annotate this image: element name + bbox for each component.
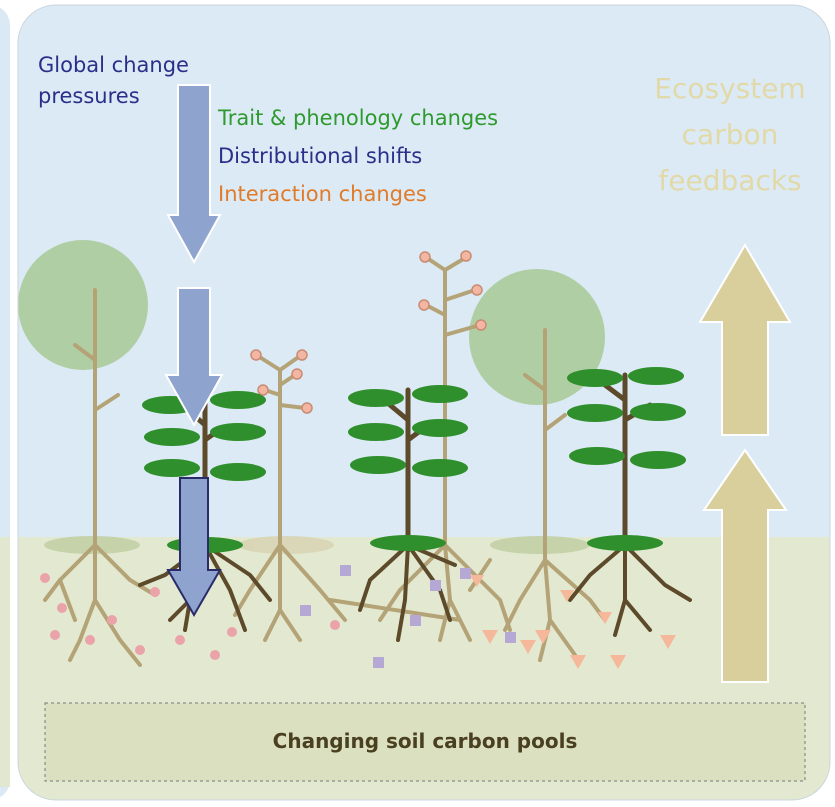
- particle: [50, 630, 60, 640]
- particle: [460, 568, 471, 579]
- leaf: [412, 419, 468, 437]
- page: Changing soil carbon pools Global change…: [0, 0, 835, 807]
- particle: [210, 650, 220, 660]
- leaf: [210, 391, 266, 409]
- traits-label: Trait & phenology changes: [217, 106, 498, 130]
- soil-pool-label: Changing soil carbon pools: [273, 729, 578, 753]
- leaf: [567, 404, 623, 422]
- flower: [420, 252, 430, 262]
- leaf: [412, 459, 468, 477]
- particle: [300, 605, 311, 616]
- flower: [258, 385, 268, 395]
- particle: [40, 573, 50, 583]
- leaf: [350, 456, 406, 474]
- flower: [251, 350, 261, 360]
- leaf: [348, 389, 404, 407]
- ground-patches: [44, 536, 590, 554]
- particle: [330, 620, 340, 630]
- particle: [430, 580, 441, 591]
- patch: [44, 536, 140, 554]
- interactions-label: Interaction changes: [218, 182, 427, 206]
- particle: [410, 615, 421, 626]
- particle: [340, 565, 351, 576]
- feedback-label: feedbacks: [658, 164, 801, 197]
- leaf: [210, 423, 266, 441]
- particle: [373, 657, 384, 668]
- flower: [472, 285, 482, 295]
- leaf: [144, 428, 200, 446]
- flower: [297, 350, 307, 360]
- panel: Changing soil carbon pools Global change…: [18, 5, 830, 800]
- leaf: [412, 385, 468, 403]
- particle: [135, 645, 145, 655]
- flower: [461, 251, 471, 261]
- leaf: [630, 451, 686, 469]
- patch: [490, 536, 590, 554]
- leaf: [630, 403, 686, 421]
- leaf: [370, 535, 446, 551]
- particle: [150, 587, 160, 597]
- particle: [175, 635, 185, 645]
- pressure-label: Global change: [38, 53, 189, 77]
- particle: [85, 635, 95, 645]
- particle: [505, 632, 516, 643]
- leaf: [348, 423, 404, 441]
- feedback-label: Ecosystem: [654, 72, 805, 105]
- particle: [227, 627, 237, 637]
- flower: [302, 403, 312, 413]
- flower: [292, 369, 302, 379]
- leaf: [587, 535, 663, 551]
- shifts-label: Distributional shifts: [218, 144, 422, 168]
- pressure-label: pressures: [38, 84, 140, 108]
- feedback-label: carbon: [682, 118, 779, 151]
- diagram: Changing soil carbon pools Global change…: [0, 0, 835, 807]
- particle: [107, 615, 117, 625]
- flower: [419, 300, 429, 310]
- leaf: [569, 447, 625, 465]
- neighbor-panel-soil: [0, 537, 10, 787]
- leaf: [628, 367, 684, 385]
- leaf: [567, 369, 623, 387]
- particle: [57, 603, 67, 613]
- flower: [476, 320, 486, 330]
- leaf: [210, 463, 266, 481]
- leaf: [144, 459, 200, 477]
